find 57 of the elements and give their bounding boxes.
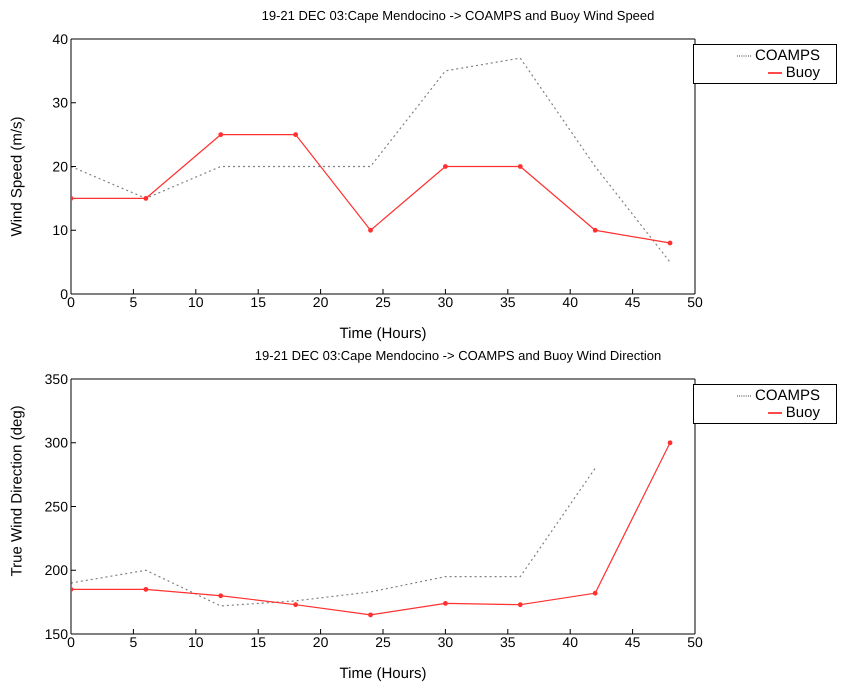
point [443, 164, 448, 169]
line-series [71, 58, 671, 263]
x-axis-title: Time (Hours) [340, 665, 426, 682]
y-tick-label: 150 [44, 626, 68, 642]
y-tick-label: 200 [44, 562, 68, 578]
x-tick-label: 5 [130, 294, 138, 310]
x-tick-label: 35 [500, 634, 516, 650]
legend-label: COAMPS [754, 47, 820, 64]
x-tick-label: 30 [438, 294, 454, 310]
legend-label: Buoy [786, 404, 820, 421]
y-tick-label: 30 [52, 94, 68, 111]
y-tick-label: 350 [44, 370, 68, 387]
x-tick-label: 40 [562, 294, 578, 310]
point [518, 602, 523, 608]
x-tick-label: 10 [188, 294, 204, 310]
point [293, 132, 298, 138]
point [518, 164, 523, 169]
point [668, 440, 672, 446]
point [143, 196, 148, 201]
point [368, 612, 373, 618]
x-tick-label: 35 [500, 294, 516, 310]
y-tick-label: 300 [44, 434, 68, 451]
point [293, 602, 298, 608]
x-tick-label: 40 [562, 634, 578, 650]
point [218, 132, 224, 138]
y-axis-title: True Wind Direction (deg) [8, 405, 26, 576]
x-axis-title: Time (Hours) [340, 325, 426, 342]
x-tick-label: 50 [687, 294, 703, 310]
x-tick-label: 25 [375, 294, 391, 310]
point [668, 240, 672, 246]
x-tick-label: 20 [312, 294, 329, 310]
x-tick-label: 5 [130, 634, 138, 650]
x-tick-label: 30 [438, 634, 454, 650]
x-tick-label: 20 [312, 634, 329, 650]
x-tick-label: 15 [250, 294, 266, 310]
line-series [71, 468, 596, 607]
point [592, 228, 598, 233]
point [443, 601, 448, 606]
point [218, 593, 224, 598]
point [143, 586, 148, 592]
legend-label: Buoy [786, 64, 820, 81]
x-tick-label: 15 [250, 634, 266, 650]
point [592, 590, 598, 596]
y-axis-title: Wind Speed (m/s) [8, 116, 26, 236]
legend-label: COAMPS [754, 387, 820, 404]
chart-title: 19-21 DEC 03:Cape Mendocino -> COAMPS and Buoy Wind Speed [260, 8, 656, 25]
y-tick-label: 10 [52, 222, 68, 238]
x-tick-label: 50 [687, 634, 703, 650]
y-tick-label: 250 [44, 498, 68, 514]
x-tick-label: 45 [624, 634, 641, 650]
point [368, 228, 373, 233]
y-tick-label: 20 [52, 158, 68, 174]
x-tick-label: 10 [188, 634, 204, 650]
y-tick-label: 40 [52, 30, 68, 47]
x-tick-label: 45 [624, 294, 641, 310]
x-tick-label: 25 [375, 634, 391, 650]
chart-title: 19-21 DEC 03:Cape Mendocino -> COAMPS and Buoy Wind Direction [254, 348, 662, 365]
